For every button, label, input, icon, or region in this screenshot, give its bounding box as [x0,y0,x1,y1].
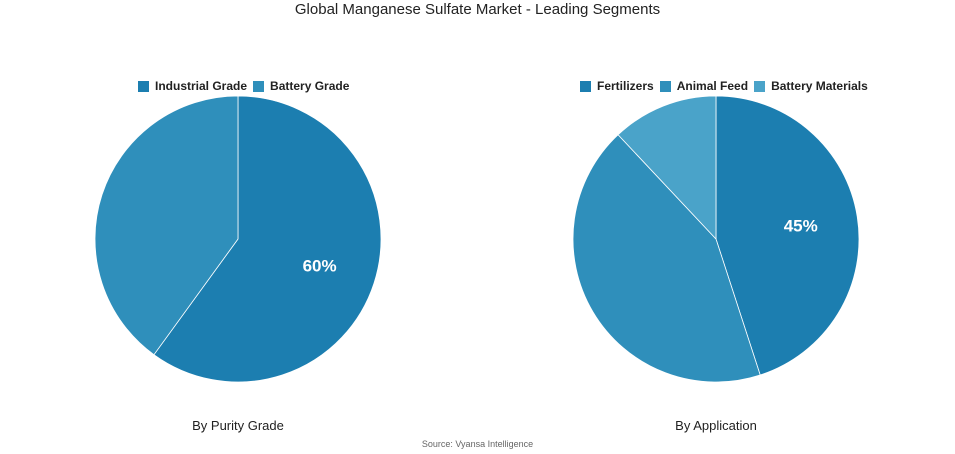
legend-purity: Industrial Grade Battery Grade [138,79,349,93]
data-label: 45% [784,217,818,236]
legend-label: Animal Feed [676,79,749,93]
legend-label: Battery Materials [771,79,868,93]
subtitle-application: By Application [675,418,757,433]
legend-label: Industrial Grade [155,79,248,93]
pie-slice-battery-materials [617,95,717,241]
legend-item: Battery Grade [253,79,349,93]
legend-swatch [580,80,591,92]
pie-slice-industrial-grade [153,95,382,383]
legend-swatch [253,80,265,92]
source-note: Source: Vyansa Intelligence [421,439,534,449]
pie-slice-fertilizers [715,95,860,376]
legend-swatch [754,80,766,92]
pie-slice-battery-grade [94,95,239,356]
legend-item: Battery Materials [754,79,868,93]
legend-application: Fertilizers Animal Feed Battery Materials [580,79,868,93]
chart-title: Global Manganese Sulfate Market - Leadin… [294,1,661,18]
subtitle-purity: By Purity Grade [192,418,284,433]
legend-item: Industrial Grade [138,79,247,93]
legend-swatch [659,80,671,92]
legend-item: Animal Feed [659,79,749,93]
pie-slice-animal-feed [572,134,761,383]
legend-swatch [138,80,149,92]
legend-label: Fertilizers [597,79,654,93]
legend-item: Fertilizers [580,79,654,93]
legend-label: Battery Grade [270,79,350,93]
data-label: 60% [303,257,337,276]
